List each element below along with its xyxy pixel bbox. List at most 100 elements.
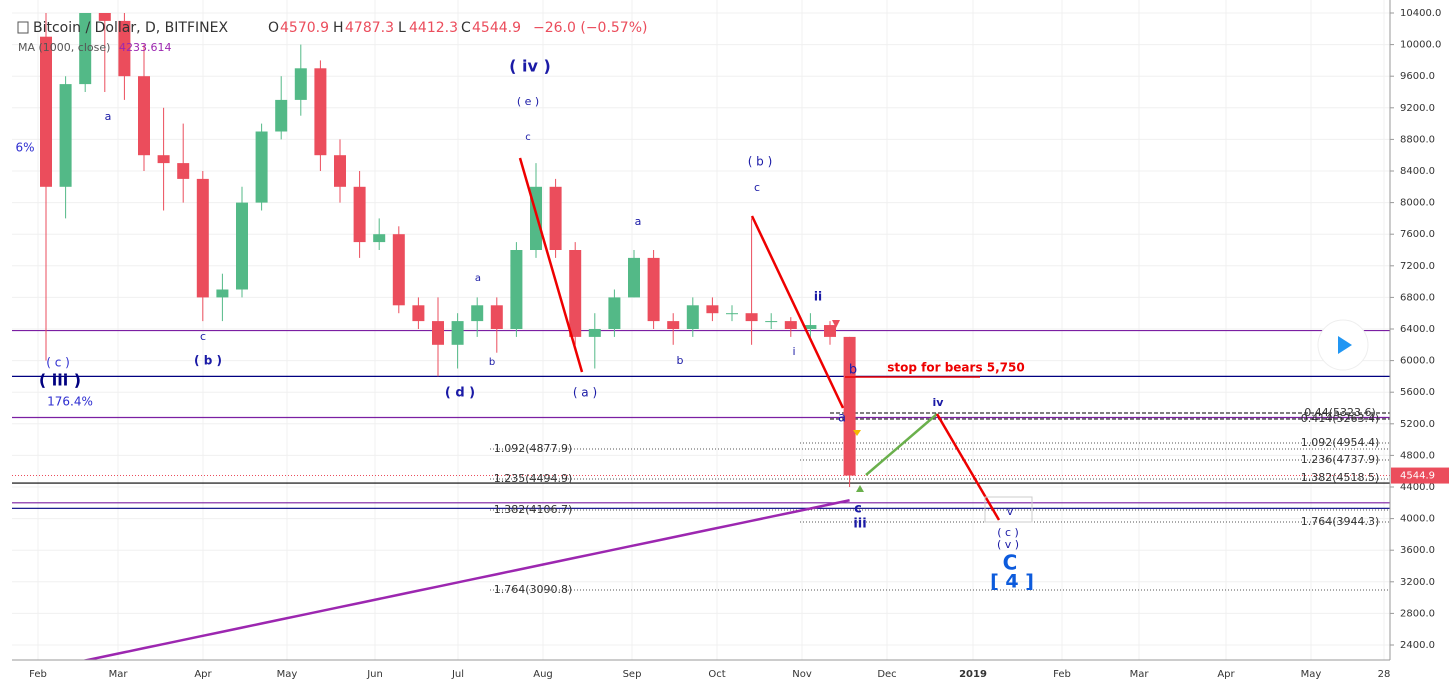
label: H (333, 20, 344, 36)
price-axis (1390, 0, 1449, 687)
candle-body (569, 250, 582, 337)
ma-value: 4233.614 (119, 41, 172, 54)
x-tick-label: Jul (451, 669, 464, 680)
ma-line (81, 499, 850, 660)
annotation: [ 4 ] (990, 571, 1034, 593)
annotation: 1.235(4494.9) (494, 472, 573, 485)
y-tick-label: 4000.0 (1400, 514, 1435, 525)
candle-body (177, 163, 190, 179)
candle-body (40, 36, 52, 187)
grid (12, 0, 1390, 660)
annotation: 6% (15, 141, 34, 155)
label: O (268, 20, 279, 36)
candle-body (432, 321, 444, 345)
y-tick-label: 4400.0 (1400, 482, 1435, 493)
candle-body (275, 99, 288, 132)
annotation: 1.764(3090.8) (494, 583, 573, 596)
candle-body (353, 186, 366, 243)
candle-body (236, 202, 248, 290)
ma-name: MA (1000, close) (18, 41, 110, 54)
drawings: ( iii )( c )176.4%6%ac( b )( iv )( e )ca… (15, 57, 1379, 597)
trend-line (935, 413, 1001, 521)
candle-body (373, 234, 386, 243)
annotation: iii (853, 517, 866, 532)
y-tick-label: 2800.0 (1400, 608, 1435, 619)
annotation: ( c ) (997, 526, 1019, 539)
annotation: stop for bears 5,750 (887, 361, 1024, 375)
annotation: a (105, 110, 112, 123)
annotation: c (854, 502, 862, 517)
candle-body (79, 13, 92, 85)
x-tick-label: Mar (1130, 669, 1150, 680)
y-tick-label: 7200.0 (1400, 261, 1435, 272)
y-tick-label: 5200.0 (1400, 419, 1435, 430)
annotation: a (838, 411, 846, 426)
value: 4412.3 (409, 20, 458, 36)
annotation: 1.236(4737.9) (1301, 453, 1380, 466)
annotation: 1.382(4518.5) (1301, 471, 1380, 484)
icon (17, 21, 29, 34)
x-tick-label: Mar (109, 669, 129, 680)
candle-body (98, 13, 111, 21)
candle-body (588, 329, 601, 337)
y-tick-label: 10000.0 (1400, 40, 1441, 51)
marker (856, 485, 864, 492)
box (984, 496, 1033, 523)
value: 4544.9 (472, 20, 521, 36)
x-tick-label: Aug (533, 669, 553, 680)
annotation: ii (814, 290, 822, 304)
candle-body (608, 297, 621, 329)
x-tick-label: Apr (1217, 669, 1235, 680)
trend-line (750, 215, 845, 409)
candle-body (784, 321, 797, 329)
annotation: ( b ) (194, 354, 222, 368)
y-tick-label: 8000.0 (1400, 198, 1435, 209)
label: L (398, 20, 406, 36)
annotation: v (1007, 505, 1014, 518)
y-tick-label: 4800.0 (1400, 450, 1435, 461)
x-tick-label: May (277, 669, 298, 680)
candle-body (294, 68, 307, 100)
annotation: 0.44(5323.6) (1304, 406, 1376, 419)
annotation: 1.092(4954.4) (1301, 436, 1380, 449)
candle-body (59, 84, 72, 187)
candle-body (451, 321, 464, 345)
y-tick-label: 8400.0 (1400, 166, 1435, 177)
candle-body (510, 250, 523, 329)
play-icon (1338, 336, 1352, 354)
y-tick-label: 6800.0 (1400, 292, 1435, 303)
annotation: c (525, 132, 531, 143)
value: 4570.9 (280, 20, 329, 36)
candle-body (138, 76, 150, 156)
x-tick-label: 28 (1378, 669, 1391, 680)
y-tick-label: 7600.0 (1400, 229, 1435, 240)
x-tick-label: Nov (792, 669, 812, 680)
candle-body (804, 325, 817, 329)
candle-body (745, 313, 758, 322)
y-tick-label: 10400.0 (1400, 8, 1441, 19)
annotation: 0.414(5263.4) (1301, 412, 1380, 425)
candle-body (471, 305, 484, 322)
annotation: 176.4% (47, 395, 93, 409)
candle-body (765, 321, 778, 323)
label: C (461, 20, 471, 36)
trend-line (518, 157, 584, 373)
x-tick-label: 2019 (959, 669, 987, 680)
candle-body (196, 178, 209, 298)
annotation: b (677, 354, 684, 367)
x-tick-label: Feb (29, 669, 47, 680)
annotation: i (792, 345, 795, 358)
y-tick-label: 6400.0 (1400, 324, 1435, 335)
annotation: ( a ) (573, 386, 597, 400)
plot (12, 13, 1390, 660)
annotation: ( v ) (997, 538, 1019, 551)
value: 4787.3 (345, 20, 394, 36)
annotation: ( c ) (46, 356, 70, 370)
y-tick-label: 3200.0 (1400, 577, 1435, 588)
candle-body (216, 289, 229, 298)
y-tick-label: 6000.0 (1400, 356, 1435, 367)
annotation: ( e ) (517, 95, 539, 108)
candle-body (628, 257, 640, 298)
candle-body (157, 155, 170, 164)
annotation: b (849, 363, 857, 378)
